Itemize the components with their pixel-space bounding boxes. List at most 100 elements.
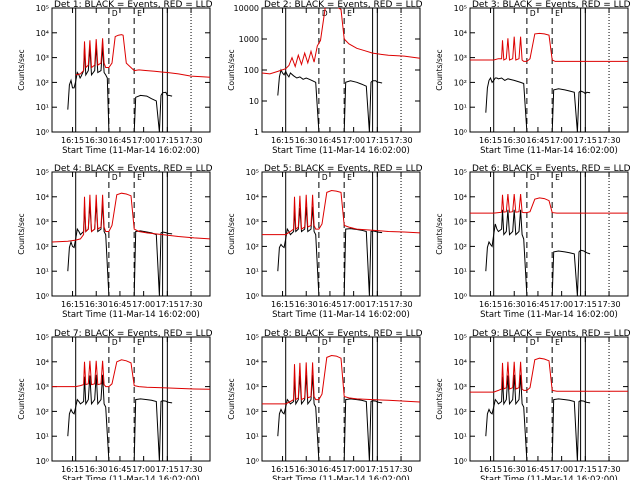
y-tick-label: 10⁴ [36,358,49,367]
x-tick-label: 17:15 [366,136,389,145]
series-line-events [485,374,591,461]
y-tick-label: 10¹ [454,432,467,441]
y-tick-label: 10⁴ [454,358,467,367]
y-tick-label: 10⁵ [246,333,259,342]
x-tick-label: 17:15 [156,465,179,474]
x-tick-label: 16:30 [503,465,526,474]
series-line-events [277,374,383,461]
y-tick-label: 10³ [454,383,467,392]
x-tick-label: 17:15 [156,136,179,145]
y-tick-label: 10¹ [36,103,49,112]
y-tick-label: 10 [249,97,259,106]
y-tick-label: 10¹ [454,103,467,112]
marker-label: E [347,9,352,18]
series-line-events [485,209,591,296]
x-tick-label: 16:30 [503,300,526,309]
x-tick-label: 16:15 [479,136,502,145]
series-line-events [67,374,173,461]
series-line-events [67,202,173,296]
y-tick-label: 10⁴ [454,193,467,202]
x-tick-label: 16:15 [61,300,84,309]
x-tick-label: 17:00 [550,136,573,145]
x-tick-label: 17:30 [598,465,621,474]
x-axis-label: Start Time (11-Mar-14 16:02:00) [272,475,410,480]
y-tick-label: 10² [36,242,49,251]
marker-label: E [555,338,560,347]
y-axis-label: Counts/sec [227,213,236,254]
x-tick-label: 17:30 [180,136,203,145]
y-tick-label: 10⁰ [454,128,467,137]
marker-label: D [112,173,118,182]
x-tick-label: 16:15 [479,465,502,474]
y-tick-label: 10³ [454,218,467,227]
panel-title: Det 3: BLACK = Events, RED = LLD [472,0,631,10]
y-tick-label: 10⁴ [36,29,49,38]
series-line-lld [470,357,628,393]
y-tick-label: 10⁰ [246,457,259,466]
x-tick-label: 16:15 [61,465,84,474]
marker-label: D [322,338,328,347]
marker-label: E [555,9,560,18]
detector-panel-1: Det 1: BLACK = Events, RED = LLD 10⁰ 10¹ 10… [17,0,213,156]
x-tick-label: 16:45 [526,136,549,145]
panel-title: Det 1: BLACK = Events, RED = LLD [54,0,213,10]
x-tick-label: 16:15 [271,465,294,474]
y-tick-label: 10¹ [246,267,259,276]
series-line-events [485,76,591,132]
y-tick-label: 10⁵ [36,4,49,13]
y-tick-label: 10⁰ [36,457,49,466]
x-axis-label: Start Time (11-Mar-14 16:02:00) [272,310,410,320]
y-tick-label: 10³ [36,383,49,392]
x-tick-label: 16:45 [108,136,131,145]
y-tick-label: 10² [246,407,259,416]
y-tick-label: 10⁴ [454,29,467,38]
detector-panel-3: Det 3: BLACK = Events, RED = LLD 10⁰ 10¹ 10… [435,0,631,156]
x-tick-label: 17:15 [574,136,597,145]
x-axis-label: Start Time (11-Mar-14 16:02:00) [480,475,618,480]
x-tick-label: 16:45 [526,300,549,309]
marker-label: E [137,338,142,347]
marker-label: E [137,173,142,182]
detector-panel-6: Det 6: BLACK = Events, RED = LLD 10⁰ 10¹ 10… [435,164,631,320]
y-tick-label: 10⁴ [246,193,259,202]
marker-label: E [347,173,352,182]
x-axis-label: Start Time (11-Mar-14 16:02:00) [62,475,200,480]
marker-label: D [530,9,536,18]
x-tick-label: 17:30 [390,465,413,474]
x-axis-label: Start Time (11-Mar-14 16:02:00) [480,146,618,156]
marker-label: E [347,338,352,347]
y-axis-label: Counts/sec [435,378,444,419]
x-axis-label: Start Time (11-Mar-14 16:02:00) [62,146,200,156]
series-line-lld [262,354,420,405]
panel-title: Det 7: BLACK = Events, RED = LLD [54,329,213,339]
y-tick-label: 10⁰ [36,128,49,137]
series-line-events [67,45,173,132]
x-tick-label: 17:30 [598,300,621,309]
x-tick-label: 17:00 [132,465,155,474]
series-line-lld [470,32,628,62]
x-tick-label: 16:30 [295,136,318,145]
x-tick-label: 17:00 [342,136,365,145]
y-axis-label: Counts/sec [435,49,444,90]
x-tick-label: 17:00 [342,465,365,474]
detector-panel-4: Det 4: BLACK = Events, RED = LLD 10⁰ 10¹ 10… [17,164,213,320]
panel-title: Det 4: BLACK = Events, RED = LLD [54,164,213,174]
detector-panel-7: Det 7: BLACK = Events, RED = LLD 10⁰ 10¹ 10… [17,329,213,484]
y-tick-label: 10² [246,242,259,251]
marker-label: D [112,338,118,347]
x-tick-label: 17:15 [366,465,389,474]
x-tick-label: 16:15 [61,136,84,145]
y-tick-label: 10¹ [246,432,259,441]
y-axis-label: Counts/sec [227,49,236,90]
marker-label: D [530,338,536,347]
x-tick-label: 17:15 [574,300,597,309]
x-tick-label: 16:30 [503,136,526,145]
x-tick-label: 16:30 [85,136,108,145]
y-tick-label: 1 [254,128,259,137]
y-tick-label: 100 [244,66,259,75]
y-tick-label: 10⁴ [36,193,49,202]
y-tick-label: 10⁴ [246,358,259,367]
x-tick-label: 16:30 [85,465,108,474]
